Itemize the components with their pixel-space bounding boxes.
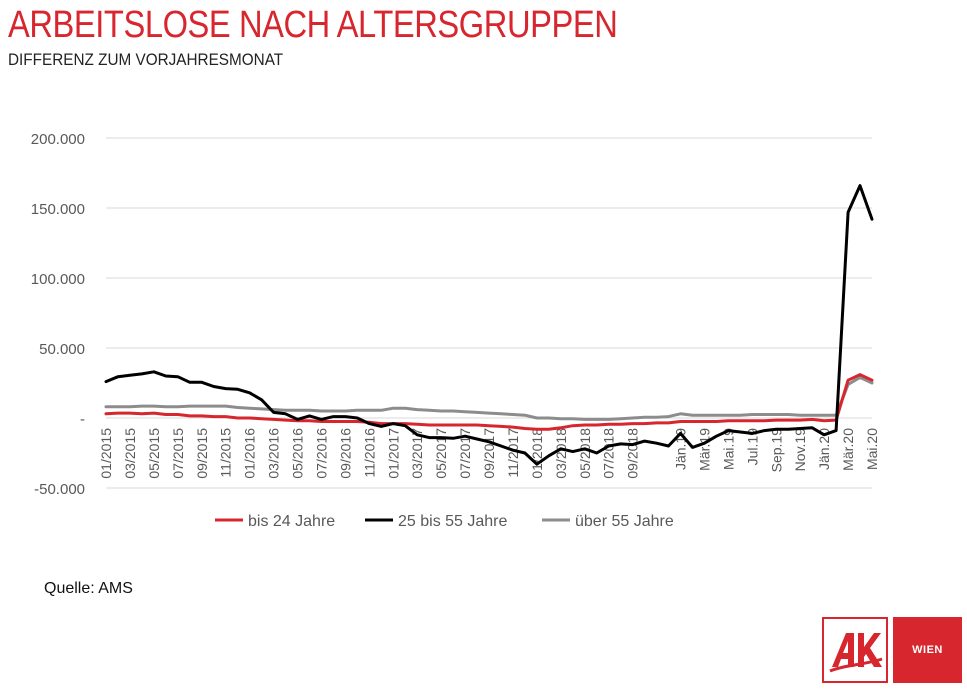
x-tick-label: Nov.19 xyxy=(792,428,808,472)
x-tick-label: 01/2015 xyxy=(98,428,114,479)
y-tick-label: 150.000 xyxy=(31,201,85,218)
y-tick-label: 100.000 xyxy=(31,271,85,288)
x-tick-label: 05/2015 xyxy=(146,428,162,479)
x-tick-label: 11/2015 xyxy=(218,428,234,478)
ak-logo-mark-icon xyxy=(829,633,883,673)
x-tick-label: 11/2016 xyxy=(361,428,377,478)
x-tick-label: 05/2018 xyxy=(577,428,593,479)
x-tick-label: 07/2015 xyxy=(170,428,186,479)
series-line-0 xyxy=(104,373,874,431)
series-line-2 xyxy=(104,375,874,421)
x-tick-label: Mär.20 xyxy=(840,428,856,471)
x-tick-label: 03/2017 xyxy=(409,428,425,479)
y-tick-label: 50.000 xyxy=(39,341,85,358)
x-tick-label: 01/2018 xyxy=(529,428,545,479)
x-tick-label: 07/2016 xyxy=(313,428,329,479)
page-title: ARBEITSLOSE NACH ALTERSGRUPPEN xyxy=(8,4,618,46)
x-tick-label: 07/2017 xyxy=(457,428,473,479)
x-tick-label: Mai.20 xyxy=(864,428,880,470)
x-tick-label: 09/2018 xyxy=(625,428,641,479)
x-tick-label: 11/2017 xyxy=(505,428,521,478)
legend-label: über 55 Jahre xyxy=(575,513,674,530)
x-tick-label: Jän.20 xyxy=(816,428,832,470)
series-line-1 xyxy=(104,184,874,466)
x-tick-label: 07/2018 xyxy=(601,428,617,479)
y-tick-label: 200.000 xyxy=(31,131,85,148)
x-tick-label: Mai.19 xyxy=(720,428,736,470)
x-tick-label: 03/2015 xyxy=(122,428,138,479)
x-tick-label: 03/2016 xyxy=(266,428,282,479)
x-tick-label: 05/2016 xyxy=(290,428,306,479)
x-tick-label: 05/2017 xyxy=(433,428,449,479)
x-tick-label: 09/2016 xyxy=(337,428,353,479)
x-tick-label: 01/2017 xyxy=(385,428,401,479)
x-tick-label: 09/2015 xyxy=(194,428,210,479)
x-tick-label: Jul.19 xyxy=(744,428,760,466)
x-tick-label: 01/2016 xyxy=(242,428,258,479)
page-subtitle: DIFFERENZ ZUM VORJAHRESMONAT xyxy=(8,50,284,69)
x-tick-label: Mär.19 xyxy=(696,428,712,471)
y-tick-label: -50.000 xyxy=(34,481,85,498)
x-tick-label: 03/2018 xyxy=(553,428,569,479)
y-tick-label: - xyxy=(80,411,85,428)
ak-logo xyxy=(822,617,888,683)
legend-label: bis 24 Jahre xyxy=(248,513,335,530)
legend-label: 25 bis 55 Jahre xyxy=(398,513,508,530)
x-tick-label: 09/2017 xyxy=(481,428,497,479)
x-tick-label: Sep.19 xyxy=(768,428,784,473)
wien-logo: WIEN xyxy=(893,617,962,683)
source-note: Quelle: AMS xyxy=(44,580,133,597)
